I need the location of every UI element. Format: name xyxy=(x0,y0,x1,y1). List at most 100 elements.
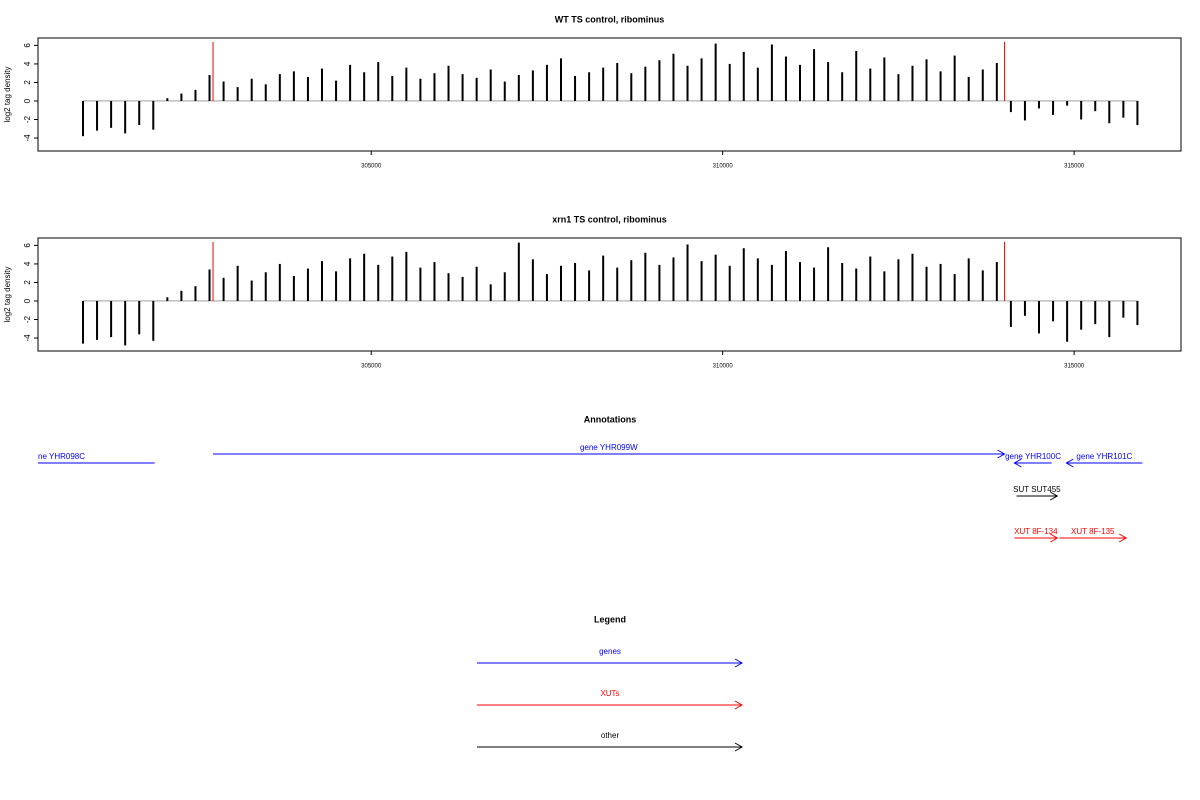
bar xyxy=(883,271,886,301)
bar xyxy=(1094,300,1097,325)
y-tick-label: 6 xyxy=(23,243,32,248)
plot-frame xyxy=(37,237,1182,352)
bar xyxy=(756,258,759,301)
bar xyxy=(545,274,548,301)
bar xyxy=(208,269,211,301)
feature-label: XUT 8F-135 xyxy=(1071,527,1115,536)
bar xyxy=(686,65,689,101)
y-tick-label: -4 xyxy=(23,334,32,342)
bar xyxy=(602,255,605,301)
plot-frame xyxy=(37,37,1182,152)
bar xyxy=(897,74,900,101)
bar xyxy=(292,275,295,301)
bar xyxy=(447,65,450,101)
bar xyxy=(531,70,534,101)
bar xyxy=(574,263,577,301)
feature-label: gene YHR100C xyxy=(1005,452,1061,461)
bar xyxy=(559,58,562,101)
bar xyxy=(1122,100,1125,118)
bar xyxy=(644,252,647,301)
y-tick-label: 4 xyxy=(23,261,32,266)
bar xyxy=(124,100,127,134)
feature-label: gene YHR101C xyxy=(1076,452,1132,461)
arrow-head xyxy=(1118,533,1128,543)
bar xyxy=(1136,100,1139,126)
bar xyxy=(1038,300,1041,334)
arrow-head xyxy=(734,742,744,752)
bar xyxy=(559,265,562,301)
bar xyxy=(335,271,338,301)
bar xyxy=(1009,100,1012,113)
bar xyxy=(194,89,197,101)
bar xyxy=(152,100,155,130)
chart-title: WT TS control, ribominus xyxy=(555,14,665,24)
bar xyxy=(503,81,506,101)
bar xyxy=(278,74,281,101)
bar xyxy=(166,98,169,101)
y-axis-label: log2 tag density xyxy=(3,266,12,322)
bar xyxy=(545,64,548,101)
bar xyxy=(967,76,970,101)
bar xyxy=(96,300,99,340)
bar xyxy=(953,55,956,101)
bar xyxy=(124,300,127,346)
bar xyxy=(813,49,816,101)
bar xyxy=(672,53,675,101)
bar xyxy=(574,75,577,101)
arrow-head xyxy=(734,700,744,710)
bar xyxy=(81,100,84,137)
bar xyxy=(419,78,422,101)
bar xyxy=(433,73,436,101)
bar xyxy=(784,250,787,301)
y-tick-label: 2 xyxy=(23,80,32,85)
bar xyxy=(264,272,267,301)
y-axis-label: log2 tag density xyxy=(3,66,12,122)
bar xyxy=(138,100,141,126)
arrow-head xyxy=(1050,533,1059,543)
bar xyxy=(292,71,295,101)
bar xyxy=(1108,100,1111,124)
bar xyxy=(630,73,633,101)
bar xyxy=(1052,100,1055,115)
bar xyxy=(335,80,338,101)
bar xyxy=(883,57,886,101)
bar xyxy=(784,56,787,101)
y-tick-label: -2 xyxy=(23,315,32,323)
bar xyxy=(827,247,830,301)
bar xyxy=(475,266,478,301)
bar xyxy=(208,75,211,101)
bar xyxy=(756,67,759,101)
bar xyxy=(433,262,436,301)
bar xyxy=(714,43,717,101)
bar xyxy=(686,244,689,301)
bar xyxy=(405,251,408,301)
annotations-title: Annotations xyxy=(584,414,637,424)
bar xyxy=(152,300,155,341)
bar xyxy=(517,75,520,101)
bar xyxy=(222,277,225,301)
feature-label: SUT SUT455 xyxy=(1013,485,1061,494)
bar xyxy=(363,253,366,301)
bar xyxy=(391,75,394,101)
x-tick-label: 305000 xyxy=(361,364,382,370)
legend-title: Legend xyxy=(594,614,626,624)
bar xyxy=(110,100,113,128)
bar xyxy=(869,68,872,101)
bar xyxy=(1066,300,1069,342)
bar xyxy=(827,62,830,101)
chart-title: xrn1 TS control, ribominus xyxy=(552,214,667,224)
legend-label: genes xyxy=(599,647,621,656)
bar xyxy=(700,261,703,301)
bar xyxy=(953,274,956,301)
bar xyxy=(995,63,998,101)
bar xyxy=(110,300,113,338)
bar xyxy=(180,93,183,101)
bar xyxy=(1066,100,1069,106)
bar xyxy=(925,266,928,301)
bar xyxy=(278,263,281,301)
bar xyxy=(939,71,942,101)
bar xyxy=(925,59,928,101)
x-tick-label: 310000 xyxy=(713,364,734,370)
bar xyxy=(897,259,900,301)
